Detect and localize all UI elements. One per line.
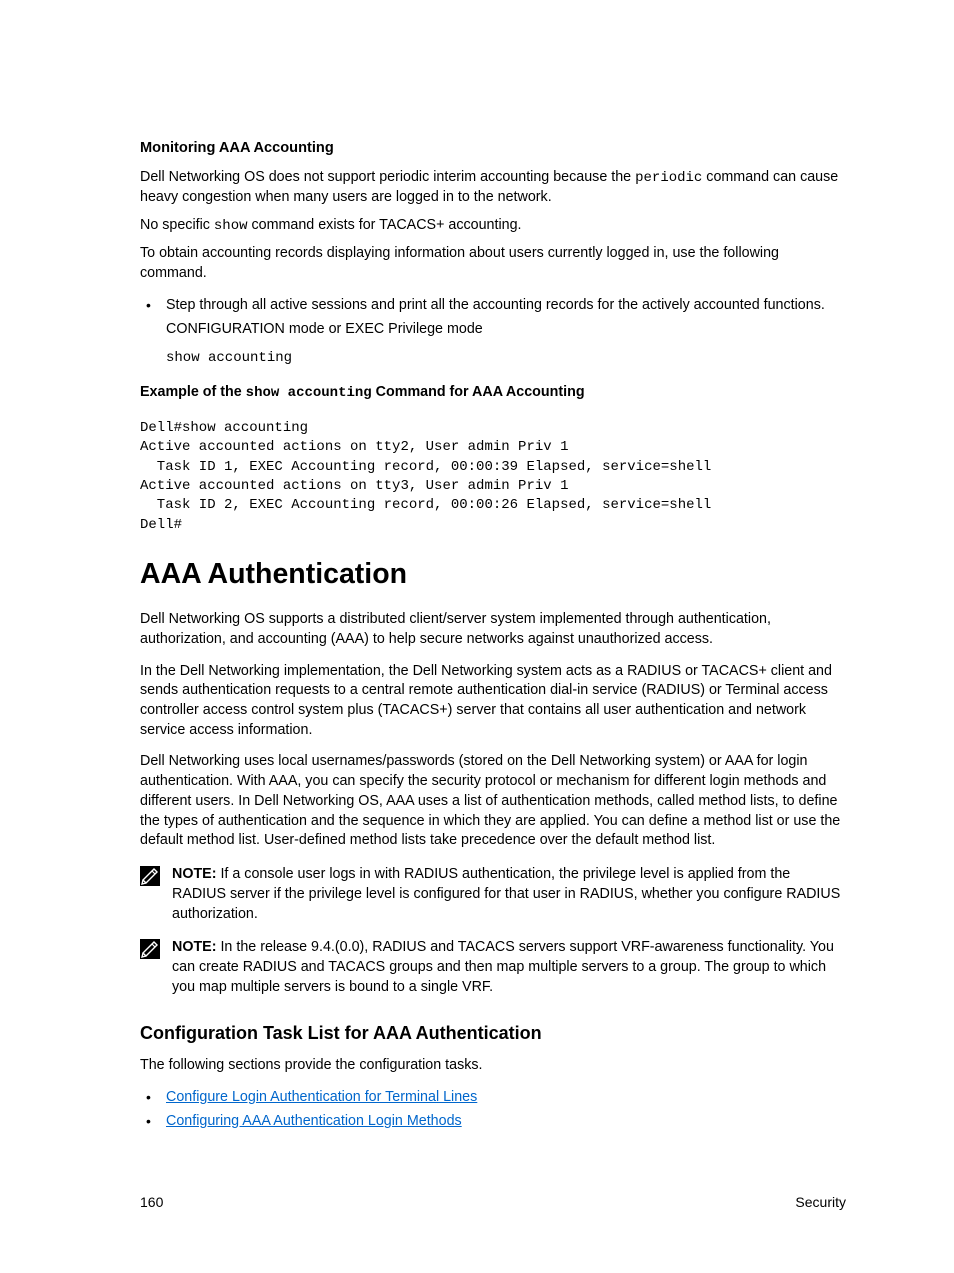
para-periodic: Dell Networking OS does not support peri… (140, 168, 846, 208)
note-body: In the release 9.4.(0.0), RADIUS and TAC… (172, 939, 834, 994)
note-icon (140, 939, 160, 966)
text: No specific (140, 217, 214, 233)
page-number: 160 (140, 1193, 163, 1212)
note-icon (140, 866, 160, 893)
footer-label: Security (795, 1193, 846, 1212)
bullet-list-commands: Step through all active sessions and pri… (140, 296, 846, 369)
bullet-list-links: Configure Login Authentication for Termi… (140, 1088, 846, 1131)
link-configure-login[interactable]: Configure Login Authentication for Termi… (166, 1089, 477, 1105)
heading-aaa-auth: AAA Authentication (140, 555, 846, 594)
bullet-command: show accounting (166, 349, 846, 368)
code-show-accounting: show accounting (246, 385, 372, 401)
note-body: If a console user logs in with RADIUS au… (172, 866, 840, 921)
note-1: NOTE: If a console user logs in with RAD… (140, 865, 846, 924)
note-label: NOTE: (172, 939, 220, 955)
para-obtain: To obtain accounting records displaying … (140, 244, 846, 283)
text: Command for AAA Accounting (372, 384, 585, 400)
example-heading: Example of the show accounting Command f… (140, 383, 846, 403)
heading-monitoring: Monitoring AAA Accounting (140, 138, 846, 158)
list-item: Configure Login Authentication for Termi… (140, 1088, 846, 1108)
para-aaa-2: In the Dell Networking implementation, t… (140, 662, 846, 741)
para-show: No specific show command exists for TACA… (140, 216, 846, 236)
bullet-text: Step through all active sessions and pri… (166, 297, 825, 313)
list-item: Configuring AAA Authentication Login Met… (140, 1112, 846, 1132)
text: Dell Networking OS does not support peri… (140, 169, 635, 185)
note-1-text: NOTE: If a console user logs in with RAD… (172, 865, 846, 924)
text: Example of the (140, 384, 246, 400)
para-aaa-3: Dell Networking uses local usernames/pas… (140, 752, 846, 851)
link-configuring-methods[interactable]: Configuring AAA Authentication Login Met… (166, 1113, 462, 1129)
note-2-text: NOTE: In the release 9.4.(0.0), RADIUS a… (172, 938, 846, 997)
text: command exists for TACACS+ accounting. (248, 217, 522, 233)
note-label: NOTE: (172, 866, 220, 882)
code-show: show (214, 218, 248, 234)
note-2: NOTE: In the release 9.4.(0.0), RADIUS a… (140, 938, 846, 997)
bullet-sub-mode: CONFIGURATION mode or EXEC Privilege mod… (166, 320, 846, 340)
para-aaa-1: Dell Networking OS supports a distribute… (140, 610, 846, 649)
code-periodic: periodic (635, 170, 702, 186)
heading-config-tasks: Configuration Task List for AAA Authenti… (140, 1021, 846, 1046)
list-item: Step through all active sessions and pri… (140, 296, 846, 369)
code-output: Dell#show accounting Active accounted ac… (140, 419, 846, 535)
page-footer: 160 Security (140, 1193, 846, 1212)
para-config-intro: The following sections provide the confi… (140, 1056, 846, 1076)
